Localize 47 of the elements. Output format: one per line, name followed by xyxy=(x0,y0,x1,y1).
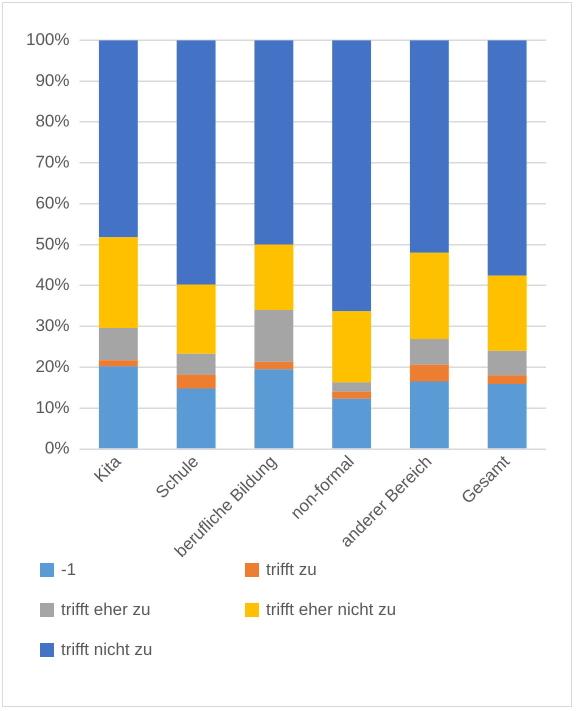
legend-label: -1 xyxy=(61,560,76,580)
bar xyxy=(98,366,138,448)
y-tick-label: 40% xyxy=(35,275,70,294)
legend-label: trifft eher nicht zu xyxy=(266,600,396,620)
legend-label: trifft eher zu xyxy=(61,600,150,620)
bar xyxy=(254,362,294,370)
y-tick-label: 0% xyxy=(44,438,70,458)
bar xyxy=(410,252,449,340)
bar xyxy=(410,339,449,365)
x-tick-label: Kita xyxy=(90,452,125,486)
y-tick-label: 30% xyxy=(35,316,70,336)
bar xyxy=(176,354,216,375)
y-tick-label: 20% xyxy=(35,356,70,376)
y-tick-label: 90% xyxy=(35,70,70,90)
legend-label: trifft nicht zu xyxy=(61,640,152,660)
bar xyxy=(254,244,294,310)
bar xyxy=(332,398,372,448)
bar xyxy=(488,276,527,351)
y-tick-label: 70% xyxy=(35,152,70,172)
y-tick-label: 60% xyxy=(35,193,70,212)
bar xyxy=(332,382,372,392)
bar xyxy=(98,328,138,360)
y-tick-label: 10% xyxy=(35,398,70,417)
bar xyxy=(488,384,527,448)
bar xyxy=(332,311,372,382)
bar xyxy=(488,375,527,384)
y-tick-label: 80% xyxy=(35,112,70,131)
bar xyxy=(176,284,216,354)
bar xyxy=(254,40,294,245)
y-tick-label: 50% xyxy=(35,234,70,254)
bar xyxy=(410,382,449,448)
bar xyxy=(488,350,527,376)
y-tick-label: 100% xyxy=(26,30,70,49)
bar xyxy=(410,364,449,382)
bar xyxy=(254,369,294,448)
bar xyxy=(98,237,138,328)
bar xyxy=(488,40,527,276)
bar xyxy=(332,392,372,399)
bar xyxy=(98,360,138,366)
bar xyxy=(332,40,372,312)
bar xyxy=(254,310,294,362)
bar xyxy=(176,374,216,389)
legend-label: trifft zu xyxy=(266,560,317,580)
bar xyxy=(98,40,138,238)
bar xyxy=(410,40,449,253)
bar xyxy=(176,40,216,285)
bar xyxy=(176,388,216,448)
